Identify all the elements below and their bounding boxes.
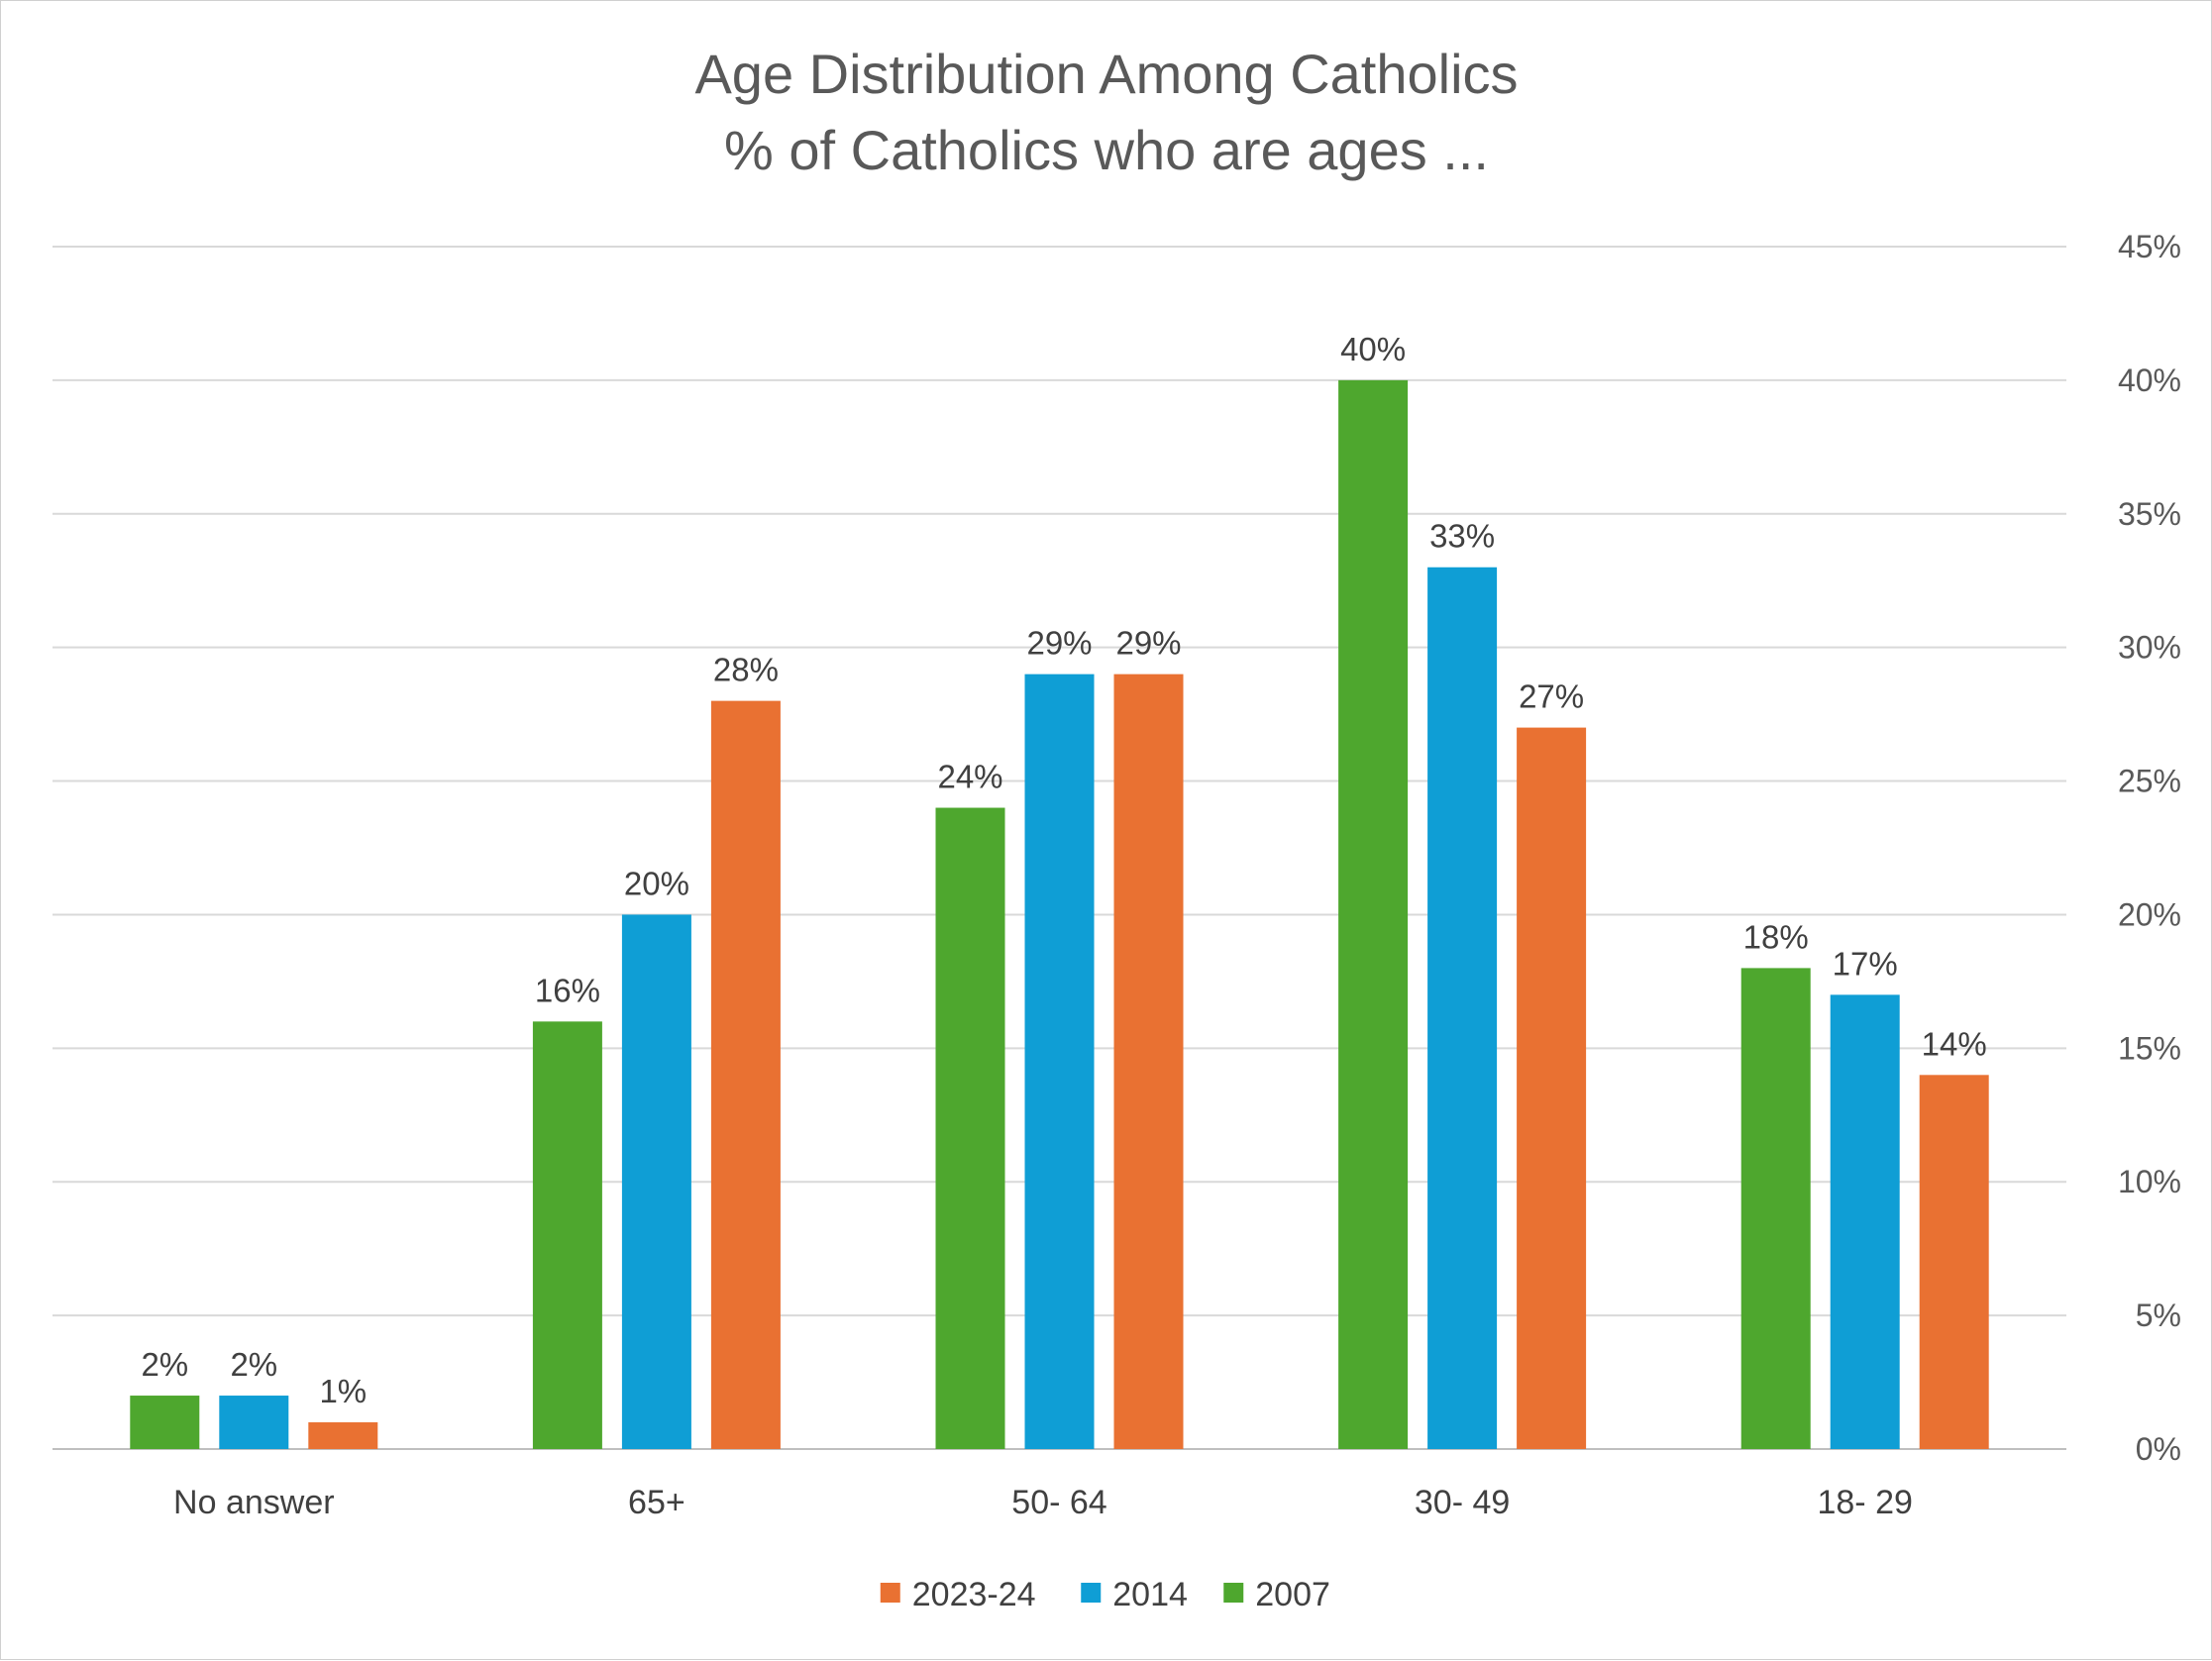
bar-2014: [1024, 674, 1095, 1449]
y-tick-label: 35%: [2118, 496, 2181, 532]
data-label: 14%: [1922, 1025, 1987, 1062]
bar-2023-24: [1919, 1075, 1989, 1449]
bar-2014: [1830, 994, 1900, 1449]
data-label: 27%: [1519, 678, 1584, 715]
data-label: 24%: [937, 759, 1002, 795]
legend-label: 2014: [1112, 1576, 1188, 1613]
data-label: 40%: [1340, 331, 1406, 367]
data-label: 1%: [319, 1373, 367, 1409]
data-label: 17%: [1833, 945, 1898, 982]
legend-swatch: [1223, 1583, 1244, 1603]
data-label: 28%: [713, 652, 779, 688]
bar-2007: [1338, 379, 1409, 1449]
bar-2007: [532, 1021, 602, 1449]
y-axis-ticks: 0% 5% 10% 15% 20% 25% 30% 35% 40% 45%: [2118, 229, 2181, 1467]
legend-label: 2007: [1255, 1576, 1330, 1613]
x-axis-categories: No answer 65+ 50- 64 30- 49 18- 29: [173, 1484, 1913, 1521]
bar-2014: [621, 914, 691, 1449]
legend-item: 2014: [1081, 1576, 1188, 1613]
data-label: 33%: [1429, 518, 1495, 555]
bar-2023-24: [710, 700, 781, 1449]
category-label: 65+: [628, 1484, 685, 1521]
bar-2023-24: [1517, 727, 1587, 1449]
bar-2007: [1740, 968, 1811, 1449]
legend: 2023-24 2014 2007: [880, 1576, 1330, 1613]
data-labels: 2% 2% 1% 16% 20% 28% 24% 29% 29% 40% 33% 27% 18% 17% 1…: [141, 331, 1986, 1409]
bar-2023-24: [1113, 674, 1184, 1449]
data-label: 29%: [1026, 625, 1092, 662]
data-label: 2%: [230, 1346, 277, 1383]
legend-swatch: [1081, 1583, 1102, 1603]
category-label: 18- 29: [1817, 1484, 1912, 1521]
y-tick-label: 15%: [2118, 1030, 2181, 1066]
legend-item: 2023-24: [880, 1576, 1036, 1613]
y-tick-label: 5%: [2136, 1298, 2181, 1333]
data-label: 16%: [535, 972, 600, 1008]
y-tick-label: 20%: [2118, 896, 2181, 932]
data-label: 20%: [624, 865, 689, 901]
y-tick-label: 45%: [2118, 229, 2181, 264]
y-tick-label: 40%: [2118, 363, 2181, 398]
legend-label: 2023-24: [912, 1576, 1036, 1613]
bar-2014: [219, 1396, 289, 1449]
bars: [130, 379, 1989, 1449]
bar-2014: [1427, 567, 1498, 1449]
y-tick-label: 0%: [2136, 1431, 2181, 1467]
chart-subtitle: % of Catholics who are ages ...: [724, 119, 1489, 181]
chart-title: Age Distribution Among Catholics: [694, 43, 1518, 105]
data-label: 18%: [1743, 918, 1809, 955]
data-label: 29%: [1115, 625, 1181, 662]
category-label: 50- 64: [1011, 1484, 1106, 1521]
y-tick-label: 30%: [2118, 630, 2181, 666]
legend-item: 2007: [1223, 1576, 1330, 1613]
legend-swatch: [880, 1583, 900, 1603]
y-tick-label: 10%: [2118, 1164, 2181, 1199]
y-tick-label: 25%: [2118, 764, 2181, 799]
data-label: 2%: [141, 1346, 188, 1383]
category-label: No answer: [173, 1484, 335, 1521]
bar-2007: [130, 1396, 200, 1449]
bar-2023-24: [308, 1422, 378, 1449]
bar-2007: [935, 807, 1005, 1449]
category-label: 30- 49: [1415, 1484, 1510, 1521]
